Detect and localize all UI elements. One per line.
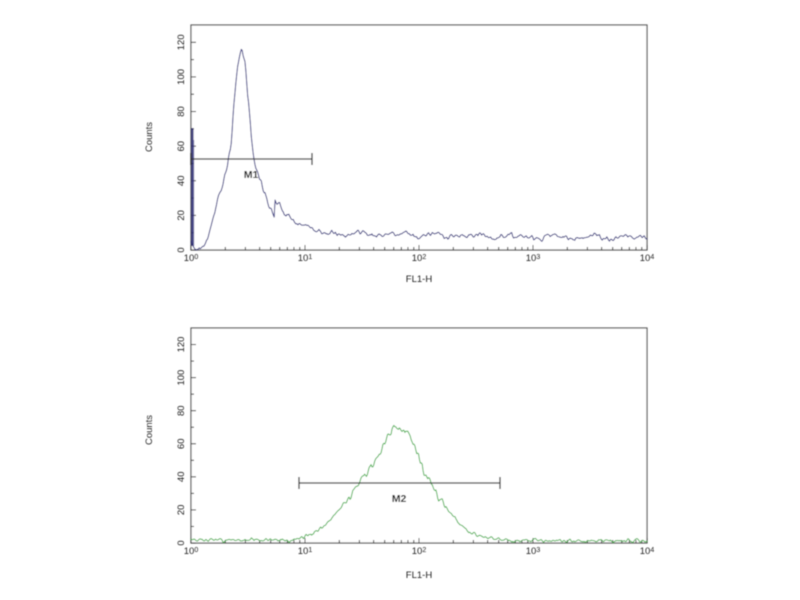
svg-text:40: 40: [176, 176, 187, 187]
svg-text:20: 20: [176, 210, 187, 221]
svg-text:FL1-H: FL1-H: [406, 570, 433, 581]
svg-text:120: 120: [176, 34, 187, 50]
svg-text:80: 80: [176, 106, 187, 117]
svg-text:0: 0: [176, 540, 187, 545]
svg-text:80: 80: [176, 405, 187, 416]
svg-text:Counts: Counts: [144, 122, 155, 152]
svg-text:60: 60: [176, 439, 187, 450]
svg-text:M2: M2: [392, 493, 407, 505]
svg-text:40: 40: [176, 472, 187, 483]
svg-text:20: 20: [176, 505, 187, 516]
svg-text:M1: M1: [244, 169, 259, 181]
svg-text:Counts: Counts: [144, 415, 155, 445]
svg-text:100: 100: [176, 69, 187, 85]
svg-text:100: 100: [176, 370, 187, 386]
svg-text:FL1-H: FL1-H: [406, 274, 433, 285]
svg-text:0: 0: [176, 247, 187, 252]
svg-text:60: 60: [176, 141, 187, 152]
svg-text:120: 120: [176, 337, 187, 353]
